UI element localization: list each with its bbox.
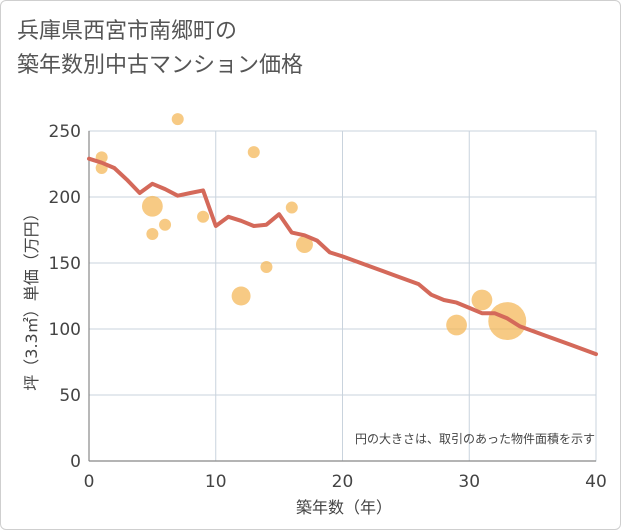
- x-tick-label: 20: [332, 472, 354, 492]
- chart-title: 兵庫県西宮市南郷町の 築年数別中古マンション価格: [17, 15, 303, 83]
- bubble-point: [141, 195, 163, 217]
- chart-title-line1: 兵庫県西宮市南郷町の: [17, 19, 238, 44]
- bubble-point: [285, 201, 298, 214]
- bubble-point: [488, 302, 527, 341]
- y-tick-label: 200: [49, 188, 81, 208]
- x-axis-label: 築年数（年）: [296, 498, 392, 517]
- y-tick-label: 250: [49, 122, 81, 142]
- x-tick-label: 10: [205, 472, 227, 492]
- chart-title-line2: 築年数別中古マンション価格: [17, 53, 304, 78]
- y-tick-label: 0: [70, 452, 81, 472]
- bubble-point: [159, 218, 172, 231]
- bubble-point: [295, 236, 313, 254]
- x-tick-label: 30: [458, 472, 480, 492]
- x-tick-label: 0: [84, 472, 95, 492]
- bubble-point: [231, 286, 251, 306]
- y-tick-label: 150: [49, 254, 81, 274]
- bubble-point: [471, 289, 493, 311]
- bubble-point: [171, 113, 184, 126]
- tick-label-layer: 0 50 100 150 200 250 0 10 20 30 40: [49, 122, 607, 492]
- bubble-point: [146, 227, 159, 240]
- bubble-point: [446, 314, 467, 336]
- bubble-point: [197, 210, 210, 223]
- grid-layer: [88, 130, 597, 462]
- bubble-point: [247, 146, 260, 159]
- y-tick-label: 50: [59, 386, 81, 406]
- y-tick-label: 100: [49, 320, 81, 340]
- trend-line: [87, 156, 598, 357]
- bubble-point: [260, 260, 273, 273]
- trend-line-layer: [87, 156, 598, 357]
- y-axis-label: 坪（3.3㎡）単価（万円）: [22, 205, 41, 390]
- x-tick-label: 40: [585, 472, 607, 492]
- bubble-size-note: 円の大きさは、取引のあった物件面積を示す: [355, 431, 595, 446]
